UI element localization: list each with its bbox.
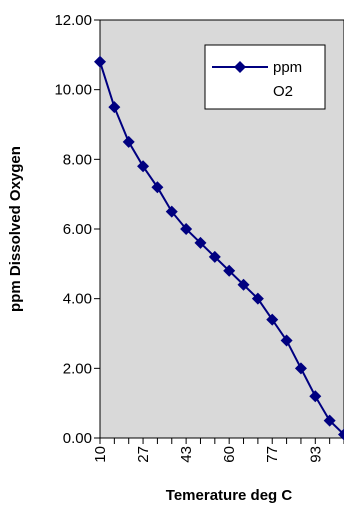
data-point: [151, 181, 164, 194]
data-point: [208, 250, 221, 263]
data-point: [122, 135, 135, 148]
y-axis: 0.00 2.00 4.00 6.00 8.00 10.00 12.00: [54, 12, 100, 447]
data-point: [137, 160, 150, 173]
y-tick-label: 4.00: [63, 291, 92, 308]
data-point: [251, 292, 264, 305]
data-point: [280, 334, 293, 347]
x-tick-label: 27: [135, 446, 152, 463]
legend-label-line2: O2: [273, 83, 293, 100]
data-point: [223, 264, 236, 277]
y-tick-label: 6.00: [63, 221, 92, 238]
data-point: [237, 278, 250, 291]
y-tick-label: 10.00: [54, 82, 92, 99]
data-point: [94, 55, 106, 68]
legend: ppm O2: [204, 44, 326, 110]
y-tick-label: 0.00: [63, 430, 92, 447]
x-tick-label: 77: [264, 446, 281, 463]
data-point: [323, 414, 336, 427]
y-tick-label: 12.00: [54, 12, 92, 29]
x-axis-title: Temerature deg C: [166, 487, 293, 504]
series-line: [99, 61, 344, 436]
series-layer: [94, 55, 344, 441]
data-point: [180, 223, 193, 235]
legend-marker: [234, 61, 246, 73]
x-tick-label: 60: [221, 446, 238, 463]
x-tick-label: 43: [178, 446, 195, 463]
legend-box: [204, 44, 326, 110]
x-tick-label: 93: [307, 446, 324, 463]
x-axis: 10 27 43 60 77 93: [92, 438, 344, 463]
y-tick-label: 2.00: [63, 360, 92, 377]
data-point: [309, 390, 322, 403]
y-axis-title: ppm Dissolved Oxygen: [7, 146, 24, 312]
data-point: [108, 101, 121, 114]
data-point: [165, 205, 178, 218]
data-point: [294, 362, 307, 375]
data-point: [338, 428, 344, 441]
legend-label-line1: ppm: [273, 59, 302, 76]
data-point: [266, 313, 279, 326]
data-point: [194, 236, 207, 249]
x-tick-label: 10: [92, 446, 109, 463]
y-tick-label: 8.00: [63, 151, 92, 168]
